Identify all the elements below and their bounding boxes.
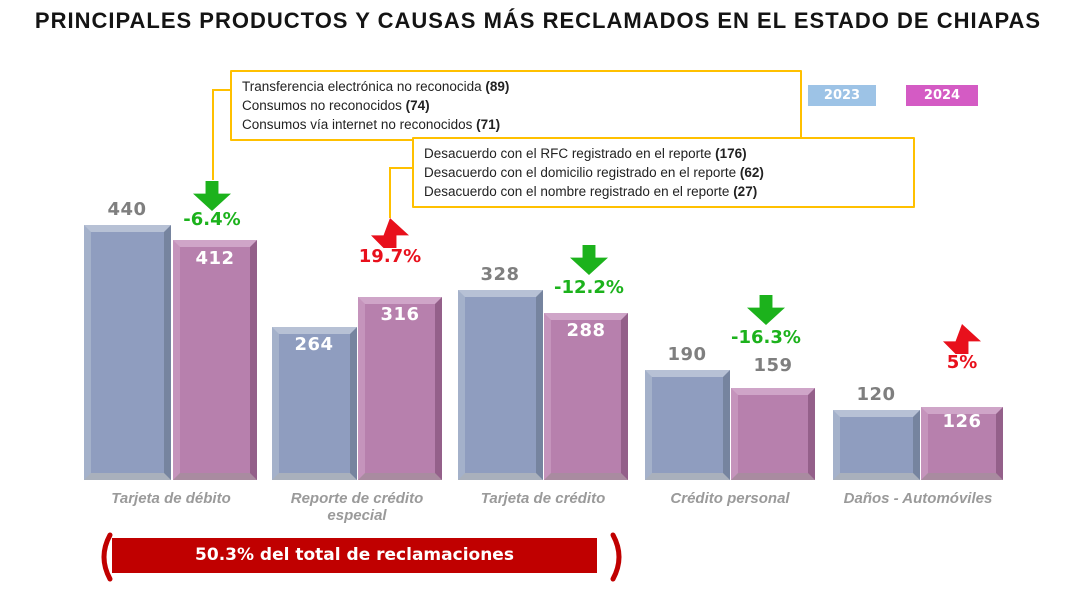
bar-2023-tarjeta-credito bbox=[458, 290, 543, 480]
decrease-arrow-icon bbox=[747, 295, 785, 325]
callout-line: Desacuerdo con el nombre registrado en e… bbox=[424, 184, 758, 199]
bar-2024-danos-automoviles bbox=[921, 407, 1003, 480]
value-label-2023: 264 bbox=[294, 334, 334, 355]
bar-2023-danos-automoviles bbox=[833, 410, 920, 480]
callout-connector-vertical bbox=[389, 167, 391, 218]
decrease-arrow-icon bbox=[193, 181, 231, 211]
change-percent: -6.4% bbox=[183, 209, 241, 230]
callout-debit-causes: Transferencia electrónica no reconocida … bbox=[230, 70, 802, 141]
left-bracket-icon bbox=[94, 531, 114, 583]
callout-connector-horizontal bbox=[212, 89, 230, 91]
callout-connector-horizontal bbox=[389, 167, 412, 169]
value-label-2024: 159 bbox=[753, 355, 793, 376]
category-label: Crédito personal bbox=[670, 490, 790, 507]
bar-2023-reporte-credito bbox=[272, 327, 357, 480]
bar-2024-credito-personal bbox=[731, 388, 815, 480]
total-claims-banner: 50.3% del total de reclamaciones bbox=[112, 538, 597, 573]
bar-2024-reporte-credito bbox=[358, 297, 442, 480]
value-label-2024: 412 bbox=[195, 248, 235, 269]
change-percent: 19.7% bbox=[358, 246, 422, 267]
bar-2023-credito-personal bbox=[645, 370, 730, 480]
value-label-2023: 328 bbox=[480, 264, 520, 285]
callout-connector-vertical bbox=[212, 89, 214, 180]
category-label: Tarjeta de débito bbox=[111, 490, 231, 507]
change-percent: -12.2% bbox=[554, 277, 624, 298]
value-label-2024: 316 bbox=[380, 304, 420, 325]
callout-line: Desacuerdo con el RFC registrado en el r… bbox=[424, 146, 747, 161]
category-label: Tarjeta de crédito bbox=[480, 490, 606, 507]
callout-credit-report-causes: Desacuerdo con el RFC registrado en el r… bbox=[412, 137, 915, 208]
legend-item-2024: 2024 bbox=[906, 85, 978, 106]
category-label: Daños - Automóviles bbox=[843, 490, 993, 507]
change-percent: 5% bbox=[946, 352, 978, 373]
bar-2024-tarjeta-debito bbox=[173, 240, 257, 480]
increase-arrow-icon bbox=[371, 218, 409, 248]
value-label-2023: 440 bbox=[107, 199, 147, 220]
value-label-2023: 190 bbox=[667, 344, 707, 365]
value-label-2024: 126 bbox=[942, 411, 982, 432]
value-label-2024: 288 bbox=[566, 320, 606, 341]
category-label: Reporte de crédito especial bbox=[290, 490, 424, 524]
right-bracket-icon bbox=[609, 531, 629, 583]
callout-line: Consumos vía internet no reconocidos (71… bbox=[242, 117, 501, 132]
callout-line: Desacuerdo con el domicilio registrado e… bbox=[424, 165, 764, 180]
decrease-arrow-icon bbox=[570, 245, 608, 275]
increase-arrow-icon bbox=[943, 324, 981, 354]
bar-2023-tarjeta-debito bbox=[84, 225, 171, 480]
callout-line: Consumos no reconocidos (74) bbox=[242, 98, 430, 113]
callout-line: Transferencia electrónica no reconocida … bbox=[242, 79, 510, 94]
value-label-2023: 120 bbox=[856, 384, 896, 405]
bar-2024-tarjeta-credito bbox=[544, 313, 628, 480]
legend-item-2023: 2023 bbox=[808, 85, 876, 106]
page-title: PRINCIPALES PRODUCTOS Y CAUSAS MÁS RECLA… bbox=[34, 8, 1042, 33]
change-percent: -16.3% bbox=[731, 327, 801, 348]
